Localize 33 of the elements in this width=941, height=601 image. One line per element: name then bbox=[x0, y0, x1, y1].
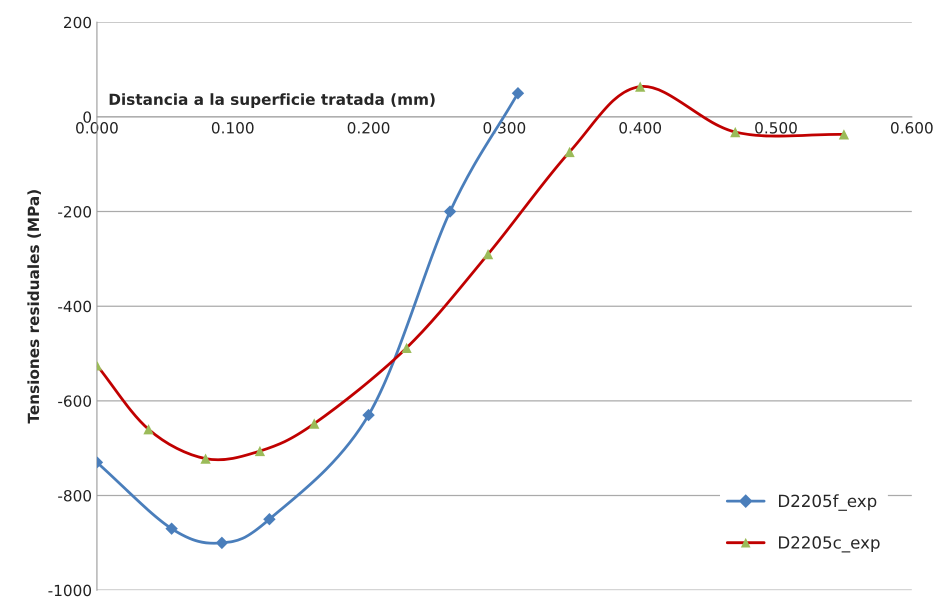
point bbox=[401, 342, 412, 354]
point bbox=[838, 129, 850, 140]
point bbox=[254, 446, 266, 456]
point bbox=[165, 522, 178, 535]
point bbox=[564, 146, 575, 158]
y-tick-label: -200 bbox=[58, 206, 92, 218]
y-axis-title: Tensiones residuales (MPa) bbox=[27, 190, 41, 424]
y-tick-label: -400 bbox=[58, 300, 92, 312]
y-tick-label: -800 bbox=[58, 490, 92, 502]
y-tick-label: -600 bbox=[58, 395, 92, 407]
point bbox=[635, 81, 646, 92]
point bbox=[200, 453, 211, 464]
x-tick-label: 0.000 bbox=[76, 122, 118, 134]
point bbox=[362, 408, 375, 422]
y-tick-label: 0 bbox=[83, 111, 92, 123]
point bbox=[263, 512, 276, 526]
x-axis-title: Distancia a la superficie tratada (mm) bbox=[110, 93, 435, 108]
x-tick-label: 0.500 bbox=[755, 122, 797, 134]
y-tick-label: 200 bbox=[64, 16, 92, 28]
point bbox=[309, 418, 320, 429]
point bbox=[730, 126, 740, 138]
x-tick-label: 0.100 bbox=[212, 122, 254, 134]
x-tick-label: 0.600 bbox=[890, 122, 933, 134]
y-tick-label: -1000 bbox=[48, 584, 92, 596]
point bbox=[512, 87, 524, 100]
point bbox=[482, 249, 494, 260]
x-tick-label: 0.400 bbox=[619, 122, 662, 134]
point bbox=[143, 424, 154, 434]
legend-label: D2205c_exp bbox=[779, 536, 880, 552]
point bbox=[444, 205, 456, 218]
point bbox=[216, 536, 228, 550]
legend-label: D2205f_exp bbox=[779, 494, 876, 511]
x-tick-label: 0.200 bbox=[348, 122, 390, 134]
